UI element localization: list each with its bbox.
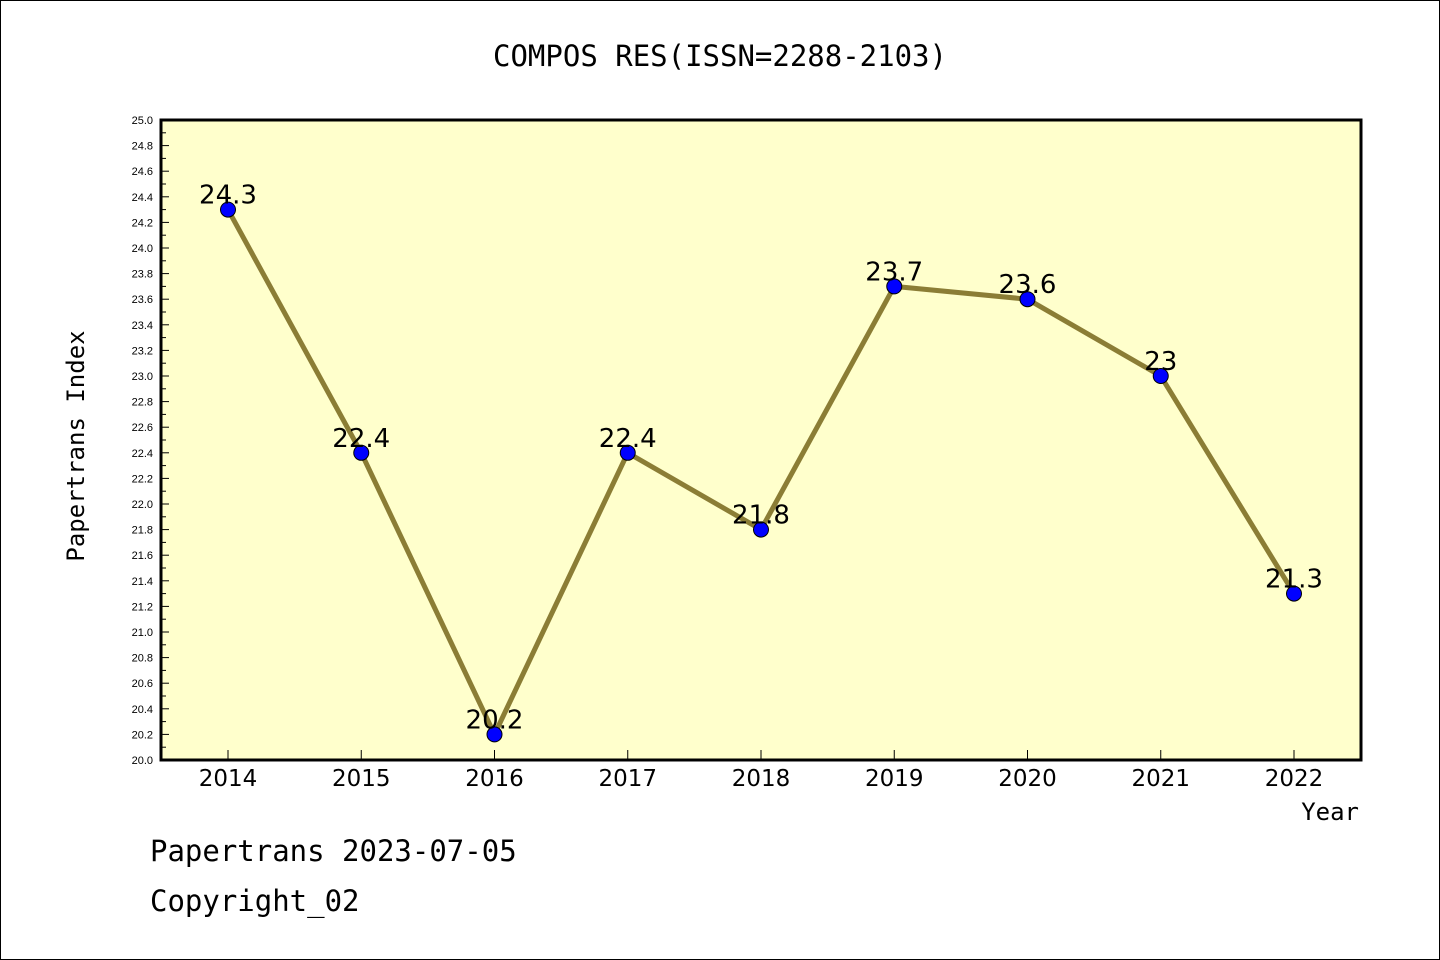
- y-axis: 20.0 20.2 20.4 20.6 20.8 21.0 21.2 21.4 21.6 21.8…: [132, 115, 169, 767]
- x-axis-label: Year: [1301, 798, 1359, 826]
- y-tick-label: 21.6: [132, 550, 153, 562]
- data-label: 21.8: [732, 501, 790, 531]
- x-tick-label: 2017: [598, 766, 657, 792]
- y-tick-label: 22.2: [132, 473, 153, 485]
- footer-line-2: Copyright_02: [150, 884, 360, 918]
- y-tick-label: 21.0: [132, 627, 153, 639]
- x-tick-label: 2015: [332, 766, 391, 792]
- y-tick-label: 24.6: [132, 166, 153, 178]
- data-point: [1019, 291, 1036, 308]
- footer-line-1: Papertrans 2023-07-05: [150, 834, 517, 868]
- data-label: 20.2: [466, 705, 524, 735]
- y-tick-label: 20.2: [132, 729, 153, 741]
- data-label: 22.4: [599, 424, 657, 454]
- data-point: [619, 444, 636, 461]
- x-tick-label: 2018: [732, 766, 791, 792]
- plot-area: [159, 118, 1363, 762]
- y-tick-label: 24.8: [132, 141, 153, 153]
- x-tick-label: 2020: [998, 766, 1057, 792]
- data-label: 23.6: [999, 270, 1057, 300]
- data-point: [753, 521, 769, 538]
- data-point: [1286, 585, 1302, 602]
- x-tick-label: 2014: [199, 766, 258, 792]
- data-point: [886, 278, 903, 295]
- data-label: 24.3: [199, 181, 257, 211]
- y-tick-label: 24.4: [132, 192, 153, 204]
- y-tick-label: 24.0: [132, 243, 153, 255]
- x-tick-label: 2019: [865, 766, 924, 792]
- data-label: 22.4: [332, 424, 390, 454]
- y-tick-label: 22.6: [132, 422, 153, 434]
- x-tick-label: 2016: [465, 766, 524, 792]
- y-tick-label: 25.0: [132, 115, 153, 127]
- data-point: [1152, 368, 1169, 384]
- y-tick-label: 23.4: [132, 320, 153, 332]
- y-tick-label: 23.0: [132, 371, 153, 383]
- y-tick-label: 23.2: [132, 345, 153, 357]
- series-line: 24.3 22.4 20.2 22.4 21.8 23.7 23.6 23 21.3: [199, 181, 1323, 743]
- y-tick-label: 20.0: [132, 755, 153, 767]
- y-tick-label: 22.4: [132, 448, 153, 460]
- data-point: [486, 726, 503, 743]
- data-point: [353, 444, 370, 461]
- y-tick-label: 21.8: [132, 525, 153, 537]
- y-tick-label: 23.6: [132, 294, 153, 306]
- y-tick-label: 20.4: [132, 704, 153, 716]
- data-label: 23.7: [865, 257, 923, 287]
- y-tick-label: 23.8: [132, 269, 153, 281]
- y-tick-label: 21.4: [132, 576, 153, 588]
- y-tick-label: 21.2: [132, 601, 153, 613]
- x-axis: 2014 2015 2016 2017 2018 2019 2020 2021 2022: [199, 750, 1324, 792]
- y-tick-label: 24.2: [132, 217, 153, 229]
- data-label: 21.3: [1265, 565, 1323, 595]
- chart-title: COMPOS RES(ISSN=2288-2103): [493, 39, 947, 73]
- y-tick-label: 22.0: [132, 499, 153, 511]
- y-tick-label: 20.6: [132, 678, 153, 690]
- y-axis-label: Papertrans Index: [62, 330, 90, 561]
- x-tick-label: 2021: [1131, 766, 1190, 792]
- data-label: 23: [1144, 347, 1177, 377]
- y-tick-label: 22.8: [132, 397, 153, 409]
- y-tick-label: 20.8: [132, 653, 153, 665]
- x-tick-label: 2022: [1265, 766, 1324, 792]
- data-point: [220, 201, 236, 218]
